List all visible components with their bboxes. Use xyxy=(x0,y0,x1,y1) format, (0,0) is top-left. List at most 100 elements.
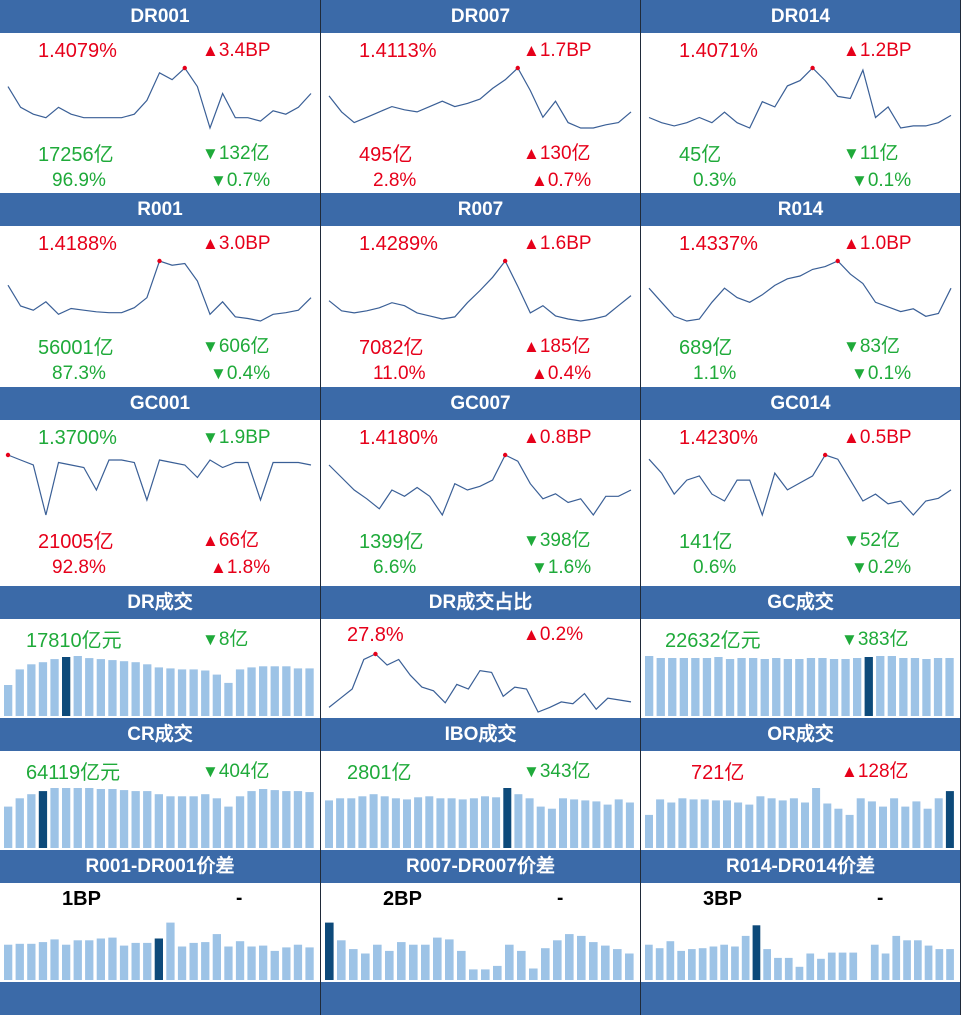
volume-bars-bar xyxy=(577,935,586,980)
volume-bars-bar xyxy=(517,950,526,980)
volume-change-up-triangle-icon: ▲ xyxy=(523,337,540,356)
volume-bars-bar xyxy=(50,788,59,848)
volume-bars-bar xyxy=(458,799,467,848)
volume-bars-bar xyxy=(108,789,117,848)
volume-bars-bar xyxy=(131,942,140,980)
volume-bars-bar xyxy=(901,806,910,848)
volume-bars-bar xyxy=(867,801,876,848)
panel-title: R007 xyxy=(321,193,640,226)
volume-panel-DR成交: DR成交 17810亿元 ▼8亿 xyxy=(0,586,321,716)
rate-sparkline-series-line xyxy=(328,259,632,322)
volume-bars-bar xyxy=(737,658,746,716)
volume-bars-bar xyxy=(457,950,466,980)
volume-bars-bar xyxy=(305,947,314,980)
summary-change: ▼404亿 xyxy=(202,756,270,783)
rate-sparkline-peak-point xyxy=(822,452,828,458)
rate-sparkline xyxy=(328,452,632,517)
volume-bars-bar xyxy=(50,659,59,716)
volume-bars-bar xyxy=(154,794,163,848)
volume-bars-bar xyxy=(369,794,378,848)
summary-change-down-triangle-icon: ▼ xyxy=(202,630,219,649)
volume-bars-bar xyxy=(656,658,665,716)
volume-bars-bar xyxy=(849,952,858,980)
share-value: 2.8% xyxy=(373,170,417,191)
volume-bars-bar xyxy=(656,799,665,848)
volume-bars-bar xyxy=(212,934,221,980)
rate-change-up-triangle-icon: ▲ xyxy=(843,428,860,447)
volume-change-down-triangle-icon: ▼ xyxy=(523,531,540,550)
volume-bars-bar xyxy=(910,658,920,716)
volume-bars-bar xyxy=(361,953,370,980)
share-value: 6.6% xyxy=(373,557,417,578)
rate-panel-DR001: DR001 1.4079% ▲3.4BP 17256亿 ▼132亿 96.9% ▼0.7% xyxy=(0,0,321,194)
rate-sparkline xyxy=(648,452,952,517)
volume-bars-bar xyxy=(923,808,932,848)
volume-bars-bar xyxy=(247,791,256,848)
summary-value: 721亿 xyxy=(691,762,745,784)
volume-bars-bar xyxy=(282,666,291,716)
share-change: ▼0.1% xyxy=(851,363,911,385)
panel-title: R001 xyxy=(0,193,320,226)
volume-bars-bar xyxy=(565,934,574,980)
summary-change: - xyxy=(877,888,884,909)
share-sparkline xyxy=(328,651,632,713)
volume-bars-bar xyxy=(201,794,210,848)
volume-bars-bar xyxy=(270,790,279,848)
share-change: ▼0.2% xyxy=(851,557,911,579)
volume-bars-bar xyxy=(403,799,411,848)
volume-bars-bar xyxy=(481,969,490,980)
volume-bars-bar xyxy=(108,660,117,716)
volume-bars-bar xyxy=(714,657,723,716)
volume-bars-bar xyxy=(700,799,709,848)
volume-bars-bar xyxy=(536,806,545,848)
rate-change-up-triangle-icon: ▲ xyxy=(523,428,540,447)
volume-bars-bar xyxy=(645,944,653,980)
volume-bars-bar xyxy=(235,796,245,848)
volume-bars-bar xyxy=(529,968,538,980)
share-change: ▲0.7% xyxy=(531,170,591,192)
share-change-down-triangle-icon: ▼ xyxy=(851,364,868,383)
rate-change-value: 0.8BP xyxy=(539,427,592,448)
volume-panel-CR成交: CR成交 64119亿元 ▼404亿 xyxy=(0,718,321,848)
volume-bars-bar xyxy=(879,806,887,848)
summary-change-up-triangle-icon: ▲ xyxy=(841,762,858,781)
volume-bars-bar xyxy=(414,797,423,848)
volume-bars-bar xyxy=(201,670,210,716)
volume-bars-bar xyxy=(817,958,825,980)
rate-change-up-triangle-icon: ▲ xyxy=(523,234,540,253)
volume-bars-bar xyxy=(818,658,827,716)
share-change: ▼0.7% xyxy=(210,170,270,192)
share-value: 0.6% xyxy=(693,557,737,578)
panel-title: DR014 xyxy=(641,0,960,33)
volume-bars-bar xyxy=(876,656,885,716)
summary-change: ▼343亿 xyxy=(523,756,591,783)
volume-bars-bar xyxy=(96,659,105,716)
volume-bars-bar xyxy=(15,798,24,848)
volume-bars-bar xyxy=(73,940,82,980)
summary-value: 3BP xyxy=(703,888,742,910)
volume-change-value: 606亿 xyxy=(218,336,270,357)
volume-bars-bar xyxy=(725,659,735,716)
volume-bars-bar xyxy=(767,798,776,848)
volume-value: 495亿 xyxy=(359,144,413,166)
volume-change-down-triangle-icon: ▼ xyxy=(843,531,860,550)
rate-value: 1.4113% xyxy=(359,40,437,62)
volume-bars-bar xyxy=(589,942,598,980)
rate-value: 1.3700% xyxy=(38,427,117,449)
volume-change-value: 11亿 xyxy=(859,143,899,164)
summary-change-value: 404亿 xyxy=(218,761,270,782)
panel-title: GC001 xyxy=(0,387,320,420)
volume-bars-bar xyxy=(259,945,268,980)
rate-sparkline xyxy=(5,452,312,516)
summary-value: 2BP xyxy=(383,888,422,910)
volume-bars-bar xyxy=(691,658,700,716)
volume-bars-bar xyxy=(85,658,94,716)
rate-sparkline-series-line xyxy=(7,260,312,322)
volume-bars-bar xyxy=(270,950,279,980)
rate-value: 1.4071% xyxy=(679,40,758,62)
volume-bars-bar xyxy=(373,944,382,980)
volume-bars-bar xyxy=(912,801,921,848)
rate-change-value: 1.9BP xyxy=(218,427,271,448)
volume-bars xyxy=(325,788,634,848)
share-change-value: 0.7% xyxy=(226,170,271,191)
